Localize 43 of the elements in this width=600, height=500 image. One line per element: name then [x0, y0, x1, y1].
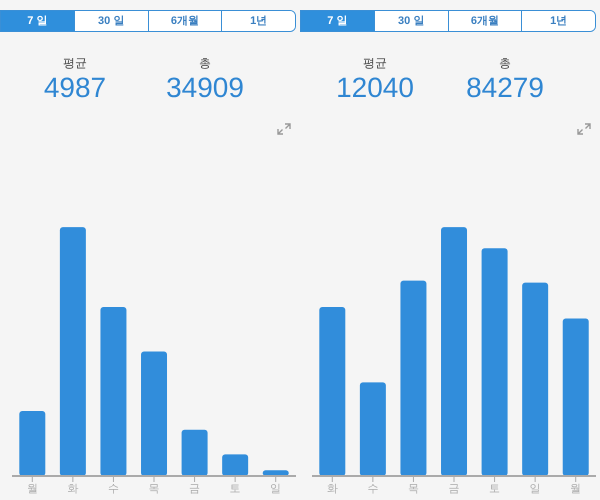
x-tick-label: 화 — [67, 482, 78, 495]
text: 34909 — [165, 72, 245, 104]
text: 총 — [198, 55, 212, 72]
x-tick-label: 목 — [148, 482, 160, 495]
x-tick-label: 수 — [367, 482, 378, 495]
text: 12040 — [335, 72, 415, 104]
text: 4987 — [42, 72, 108, 104]
x-tick-label: 일 — [270, 482, 282, 495]
x-tick-label: 금 — [448, 482, 460, 495]
text: 1년 — [521, 11, 595, 31]
bar — [441, 227, 468, 476]
text: 7 일 — [301, 11, 374, 31]
text: 7 일 — [1, 11, 74, 31]
bar — [100, 307, 126, 476]
text: 평균 — [362, 55, 388, 72]
text: 1년 — [221, 11, 295, 31]
bar — [141, 352, 168, 476]
x-tick-label: 일 — [530, 482, 541, 495]
x-tick-label: 목 — [408, 482, 419, 495]
text: 총 — [498, 55, 512, 72]
bar — [482, 248, 508, 476]
text: 평균 — [62, 55, 88, 72]
bar — [319, 307, 346, 476]
x-tick-label: 토 — [230, 482, 241, 495]
x-tick-label: 월 — [570, 482, 582, 495]
bar — [60, 227, 86, 476]
x-tick-label: 월 — [26, 482, 38, 495]
bar — [400, 280, 426, 476]
bar — [522, 282, 548, 476]
text: 30 일 — [374, 11, 448, 31]
bar — [360, 382, 386, 476]
text: 6개월 — [448, 11, 522, 31]
bar — [562, 318, 589, 476]
bar — [222, 454, 248, 476]
x-tick-label: 화 — [326, 482, 338, 495]
text: 30 일 — [74, 11, 148, 31]
text: 6개월 — [148, 11, 222, 31]
text: 84279 — [465, 72, 545, 104]
x-tick-label: 금 — [189, 482, 200, 495]
x-tick-label: 수 — [108, 482, 119, 495]
bar — [19, 411, 46, 476]
bar — [182, 430, 208, 476]
x-tick-label: 토 — [489, 482, 500, 495]
